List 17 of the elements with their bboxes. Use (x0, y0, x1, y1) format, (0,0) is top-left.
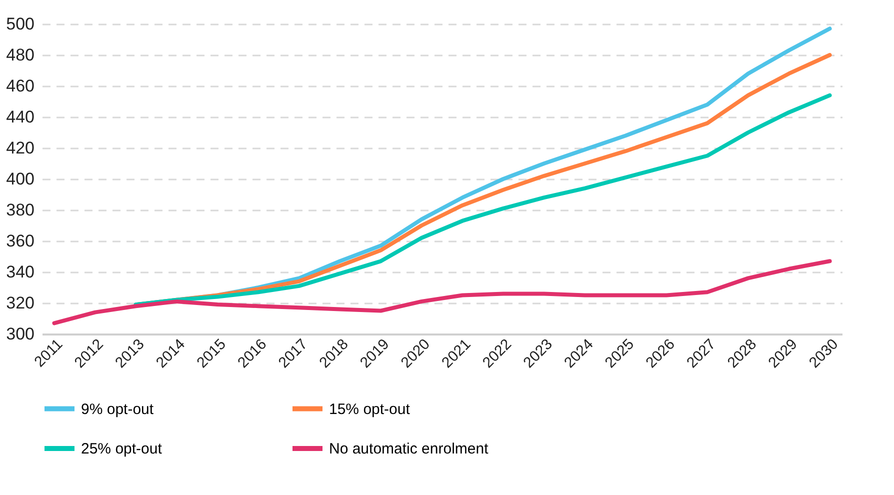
y-tick-label: 440 (6, 108, 34, 126)
legend-label: 25% opt-out (81, 440, 163, 458)
legend-label: No automatic enrolment (329, 440, 490, 458)
y-tick-label: 500 (6, 14, 34, 34)
legend-label: 15% opt-out (329, 400, 411, 418)
y-tick-label: 400 (6, 170, 34, 188)
y-tick-label: 340 (6, 262, 34, 282)
y-tick-label: 300 (6, 324, 34, 344)
y-tick-label: 480 (6, 46, 34, 64)
line-series (52, 259, 832, 326)
y-tick-label: 420 (6, 138, 34, 158)
y-tick-label: 320 (6, 294, 34, 312)
y-tick-label: 360 (6, 232, 34, 250)
legend-label: 9% opt-out (81, 400, 154, 418)
y-tick-label: 460 (6, 76, 34, 96)
line-series (134, 93, 832, 307)
y-tick-label: 380 (6, 200, 34, 220)
